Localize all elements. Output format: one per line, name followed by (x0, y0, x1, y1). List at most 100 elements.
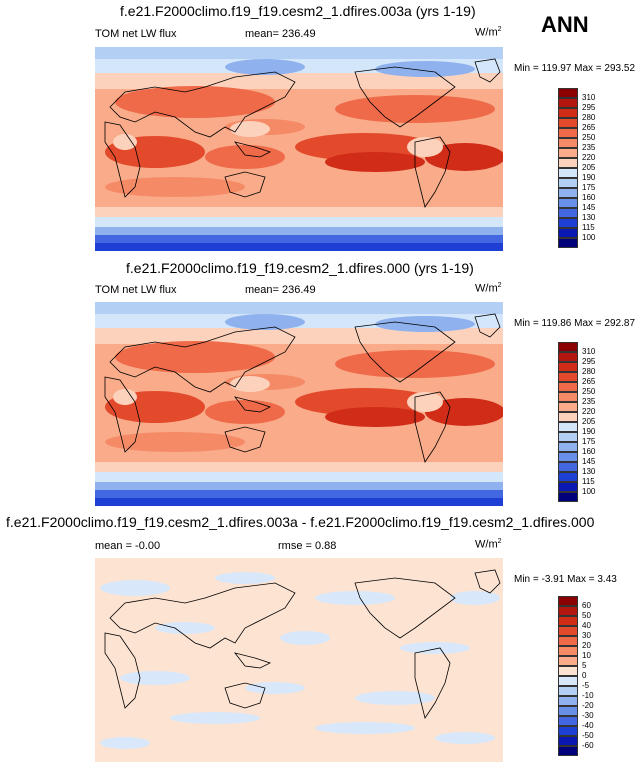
colorbar-cell (558, 108, 578, 118)
panel2-map (95, 302, 505, 506)
panel1-minmax: Min = 119.97 Max = 293.52 (514, 63, 636, 74)
panel3-mean: mean = -0.00 (95, 540, 161, 552)
colorbar-level-label: 160 (582, 447, 596, 456)
panel3-rmse: rmse = 0.88 (278, 540, 337, 552)
colorbar-level-label: 5 (582, 661, 587, 670)
colorbar-level-label: 265 (582, 123, 596, 132)
colorbar-cell (558, 616, 578, 626)
colorbar-level-label: 205 (582, 417, 596, 426)
colorbar-cell (558, 656, 578, 666)
colorbar-cell (558, 228, 578, 238)
colorbar-cell (558, 666, 578, 676)
colorbar-cell (558, 596, 578, 606)
colorbar-cell (558, 452, 578, 462)
colorbar-level-label: 130 (582, 467, 596, 476)
colorbar-level-label: 250 (582, 387, 596, 396)
colorbar-cell (558, 198, 578, 208)
colorbar-cell (558, 422, 578, 432)
colorbar-level-label: 310 (582, 347, 596, 356)
colorbar-cell (558, 736, 578, 746)
colorbar-cell (558, 392, 578, 402)
colorbar-cell (558, 646, 578, 656)
colorbar-level-label: 250 (582, 133, 596, 142)
colorbar-level-label: 10 (582, 651, 591, 660)
colorbar-cell (558, 352, 578, 362)
colorbar-level-label: 145 (582, 457, 596, 466)
colorbar-level-label: 280 (582, 367, 596, 376)
colorbar-level-label: -50 (582, 731, 594, 740)
colorbar-cell (558, 218, 578, 228)
colorbar-level-label: 115 (582, 477, 595, 486)
colorbar-level-label: 220 (582, 407, 596, 416)
panel2-minmax: Min = 119.86 Max = 292.87 (514, 318, 636, 329)
colorbar-cell (558, 118, 578, 128)
colorbar-cell (558, 462, 578, 472)
colorbar-level-label: 235 (582, 143, 596, 152)
panel1-colorbar (558, 88, 578, 248)
colorbar-level-label: 130 (582, 213, 596, 222)
colorbar-cell (558, 492, 578, 502)
colorbar-level-label: 30 (582, 631, 591, 640)
colorbar-cell (558, 342, 578, 352)
colorbar-cell (558, 676, 578, 686)
colorbar-level-label: 115 (582, 223, 595, 232)
colorbar-cell (558, 412, 578, 422)
panel1-mean: mean= 236.49 (245, 28, 316, 40)
colorbar-level-label: -40 (582, 721, 594, 730)
panel3-units: W/m2 (475, 538, 502, 551)
colorbar-cell (558, 626, 578, 636)
colorbar-cell (558, 88, 578, 98)
panel1-title: f.e21.F2000climo.f19_f19.cesm2_1.dfires.… (120, 3, 476, 19)
colorbar-cell (558, 482, 578, 492)
panel2-units: W/m2 (475, 282, 502, 295)
colorbar-cell (558, 382, 578, 392)
colorbar-level-label: 265 (582, 377, 596, 386)
colorbar-level-label: 0 (582, 671, 587, 680)
colorbar-cell (558, 696, 578, 706)
colorbar-level-label: 175 (582, 437, 596, 446)
colorbar-level-label: 220 (582, 153, 596, 162)
panel3-map (95, 558, 503, 762)
colorbar-cell (558, 168, 578, 178)
colorbar-cell (558, 472, 578, 482)
colorbar-level-label: 310 (582, 93, 596, 102)
colorbar-level-label: 60 (582, 601, 591, 610)
panel2-colorbar (558, 342, 578, 502)
panel2-title: f.e21.F2000climo.f19_f19.cesm2_1.dfires.… (126, 260, 474, 276)
colorbar-cell (558, 726, 578, 736)
colorbar-level-label: 40 (582, 621, 591, 630)
season-label: ANN (541, 12, 589, 37)
colorbar-level-label: 235 (582, 397, 596, 406)
colorbar-cell (558, 686, 578, 696)
colorbar-cell (558, 188, 578, 198)
colorbar-level-label: 280 (582, 113, 596, 122)
colorbar-cell (558, 362, 578, 372)
colorbar-cell (558, 178, 578, 188)
colorbar-level-label: 295 (582, 357, 596, 366)
panel2-variable: TOM net LW flux (95, 284, 177, 296)
panel3-title: f.e21.F2000climo.f19_f19.cesm2_1.dfires.… (6, 514, 595, 530)
colorbar-level-label: 175 (582, 183, 596, 192)
colorbar-cell (558, 158, 578, 168)
colorbar-cell (558, 606, 578, 616)
colorbar-level-label: 295 (582, 103, 596, 112)
colorbar-cell (558, 98, 578, 108)
colorbar-level-label: -60 (582, 741, 594, 750)
colorbar-level-label: 145 (582, 203, 596, 212)
colorbar-level-label: 160 (582, 193, 596, 202)
colorbar-cell (558, 636, 578, 646)
colorbar-level-label: 50 (582, 611, 591, 620)
colorbar-level-label: -30 (582, 711, 594, 720)
colorbar-cell (558, 746, 578, 756)
panel2-mean: mean= 236.49 (245, 284, 316, 296)
colorbar-level-label: -20 (582, 701, 594, 710)
colorbar-level-label: 190 (582, 173, 596, 182)
colorbar-cell (558, 706, 578, 716)
colorbar-level-label: 205 (582, 163, 596, 172)
colorbar-level-label: 190 (582, 427, 596, 436)
colorbar-cell (558, 148, 578, 158)
colorbar-cell (558, 442, 578, 452)
colorbar-level-label: 20 (582, 641, 591, 650)
colorbar-level-label: -10 (582, 691, 594, 700)
panel3-colorbar (558, 596, 578, 756)
